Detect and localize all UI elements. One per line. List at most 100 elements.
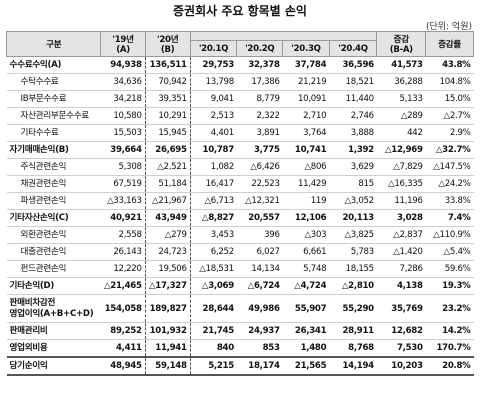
cell: 815 [329, 175, 377, 193]
cell: 24,937 [236, 322, 283, 340]
cell: 10,091 [282, 90, 330, 108]
cell: 59.6% [425, 260, 474, 278]
row-label: 외환관련손익 [6, 226, 101, 244]
cell: 9,041 [190, 90, 237, 108]
cell: 13,798 [190, 73, 237, 91]
header-cell: '20.1Q [189, 40, 238, 57]
cell: 4,138 [376, 277, 426, 295]
cell: 11,429 [282, 175, 330, 193]
cell: 5,215 [190, 356, 237, 376]
header-cell: '20.2Q [236, 40, 284, 57]
cell: 37,784 [282, 56, 330, 74]
cell: 28,644 [190, 294, 237, 323]
cell: 32,378 [236, 56, 283, 74]
row-label: 당기순이익 [6, 356, 101, 376]
row-label: 판매비차감전 영업이익(A+B+C+D) [6, 294, 101, 323]
cell: 21,565 [282, 356, 330, 376]
row-label: 수수료수익(A) [6, 56, 101, 74]
cell: 55,907 [282, 294, 330, 323]
cell: 43.8% [425, 56, 474, 74]
cell: 15.0% [425, 90, 474, 108]
cell: 14,194 [329, 356, 377, 376]
cell: 1,480 [282, 339, 330, 358]
cell: 5,308 [100, 158, 146, 176]
cell: 2,558 [100, 226, 146, 244]
header-cell: '20.3Q [282, 40, 330, 57]
cell: 119 [282, 192, 330, 210]
cell: 8,768 [329, 339, 377, 358]
table-row: 주식관련손익 5,308 △2,521 1,082 △6,426 △806 3,629 △7,… [6, 158, 474, 176]
row-label: 기타수수료 [6, 124, 101, 142]
cell: 70,942 [144, 73, 191, 91]
cell: △33,163 [100, 192, 146, 210]
cell: 20.8% [425, 356, 474, 376]
cell: 28,911 [329, 322, 377, 340]
header-cell: '20.4Q [328, 40, 378, 57]
cell: 7,286 [376, 260, 426, 278]
cell: 29,753 [190, 56, 237, 74]
cell: 11,440 [329, 90, 377, 108]
row-label: 펀드관련손익 [6, 260, 101, 278]
cell: △4,724 [282, 277, 330, 295]
cell: 101,932 [144, 322, 191, 340]
table-row: 기타자산손익(C) 40,921 43,949 △8,827 20,557 12,106 2… [6, 209, 474, 227]
table-row: 판매관리비 89,252 101,932 21,745 24,937 26,341 28,9… [6, 322, 474, 340]
cell: 3,629 [329, 158, 377, 176]
cell: 11,196 [376, 192, 426, 210]
cell: 20,113 [329, 209, 377, 227]
header-sub: (A) [116, 45, 130, 55]
table-row: 기타손익(D) △21,465 △17,327 △3,069 △6,724 △4,724 △… [6, 277, 474, 295]
cell: 7.4% [425, 209, 474, 227]
row-label: IB부문수수료 [6, 90, 101, 108]
row-label: 기타자산손익(C) [6, 209, 101, 227]
cell: 840 [190, 339, 237, 358]
cell: 5,133 [376, 90, 426, 108]
cell: 8,779 [236, 90, 283, 108]
cell: △17,327 [144, 277, 191, 295]
cell: 1,392 [329, 141, 377, 159]
table-row: 채권관련손익 67,519 51,184 16,417 22,523 11,429 815 △… [6, 175, 474, 193]
cell: △5.4% [425, 243, 474, 261]
cell: 39,351 [144, 90, 191, 108]
cell: 35,769 [376, 294, 426, 323]
cell: 4,411 [100, 339, 146, 358]
table-row: 기타수수료 15,503 15,945 4,401 3,891 3,764 3,888 442… [6, 124, 474, 142]
row-label: 자기매매손익(B) [6, 141, 101, 159]
cell: 51,184 [144, 175, 191, 193]
cell: △12,969 [376, 141, 426, 159]
cell: △21,465 [100, 277, 146, 295]
cell: 14,134 [236, 260, 283, 278]
cell: 6,027 [236, 243, 283, 261]
table-row: 당기순이익 48,945 59,148 5,215 18,174 21,565 14,194… [6, 356, 474, 376]
cell: 136,511 [144, 56, 191, 74]
cell: 49,986 [236, 294, 283, 323]
cell: △6,713 [190, 192, 237, 210]
cell: 39,664 [100, 141, 146, 159]
cell: 36,596 [329, 56, 377, 74]
cell: 22,523 [236, 175, 283, 193]
header-row: 구분 '19년 (A) '20년 (B) 증감 (B-A) 증감률 [5, 31, 474, 57]
cell: 67,519 [100, 175, 146, 193]
cell: △147.5% [425, 158, 474, 176]
cell: 34,218 [100, 90, 146, 108]
cell: △806 [282, 158, 330, 176]
cell: 2,513 [190, 107, 237, 125]
cell: 2,746 [329, 107, 377, 125]
cell: 3,764 [282, 124, 330, 142]
cell: △2.7% [425, 107, 474, 125]
cell: 15,503 [100, 124, 146, 142]
cell: 2.9% [425, 124, 474, 142]
header-label: '19년 [112, 35, 134, 45]
header-group [189, 31, 378, 41]
cell: 18,521 [329, 73, 377, 91]
cell: 10,291 [144, 107, 191, 125]
cell: 853 [236, 339, 283, 358]
table-row: 수탁수수료 34,636 70,942 13,798 17,386 21,219 18,52… [6, 73, 474, 91]
title: 증권회사 주요 항목별 손익 [173, 4, 307, 18]
header-label: '20년 [157, 35, 179, 45]
header-cell: 증감 (B-A) [376, 31, 427, 57]
cell: △2,810 [329, 277, 377, 295]
cell: △303 [282, 226, 330, 244]
cell: 18,155 [329, 260, 377, 278]
